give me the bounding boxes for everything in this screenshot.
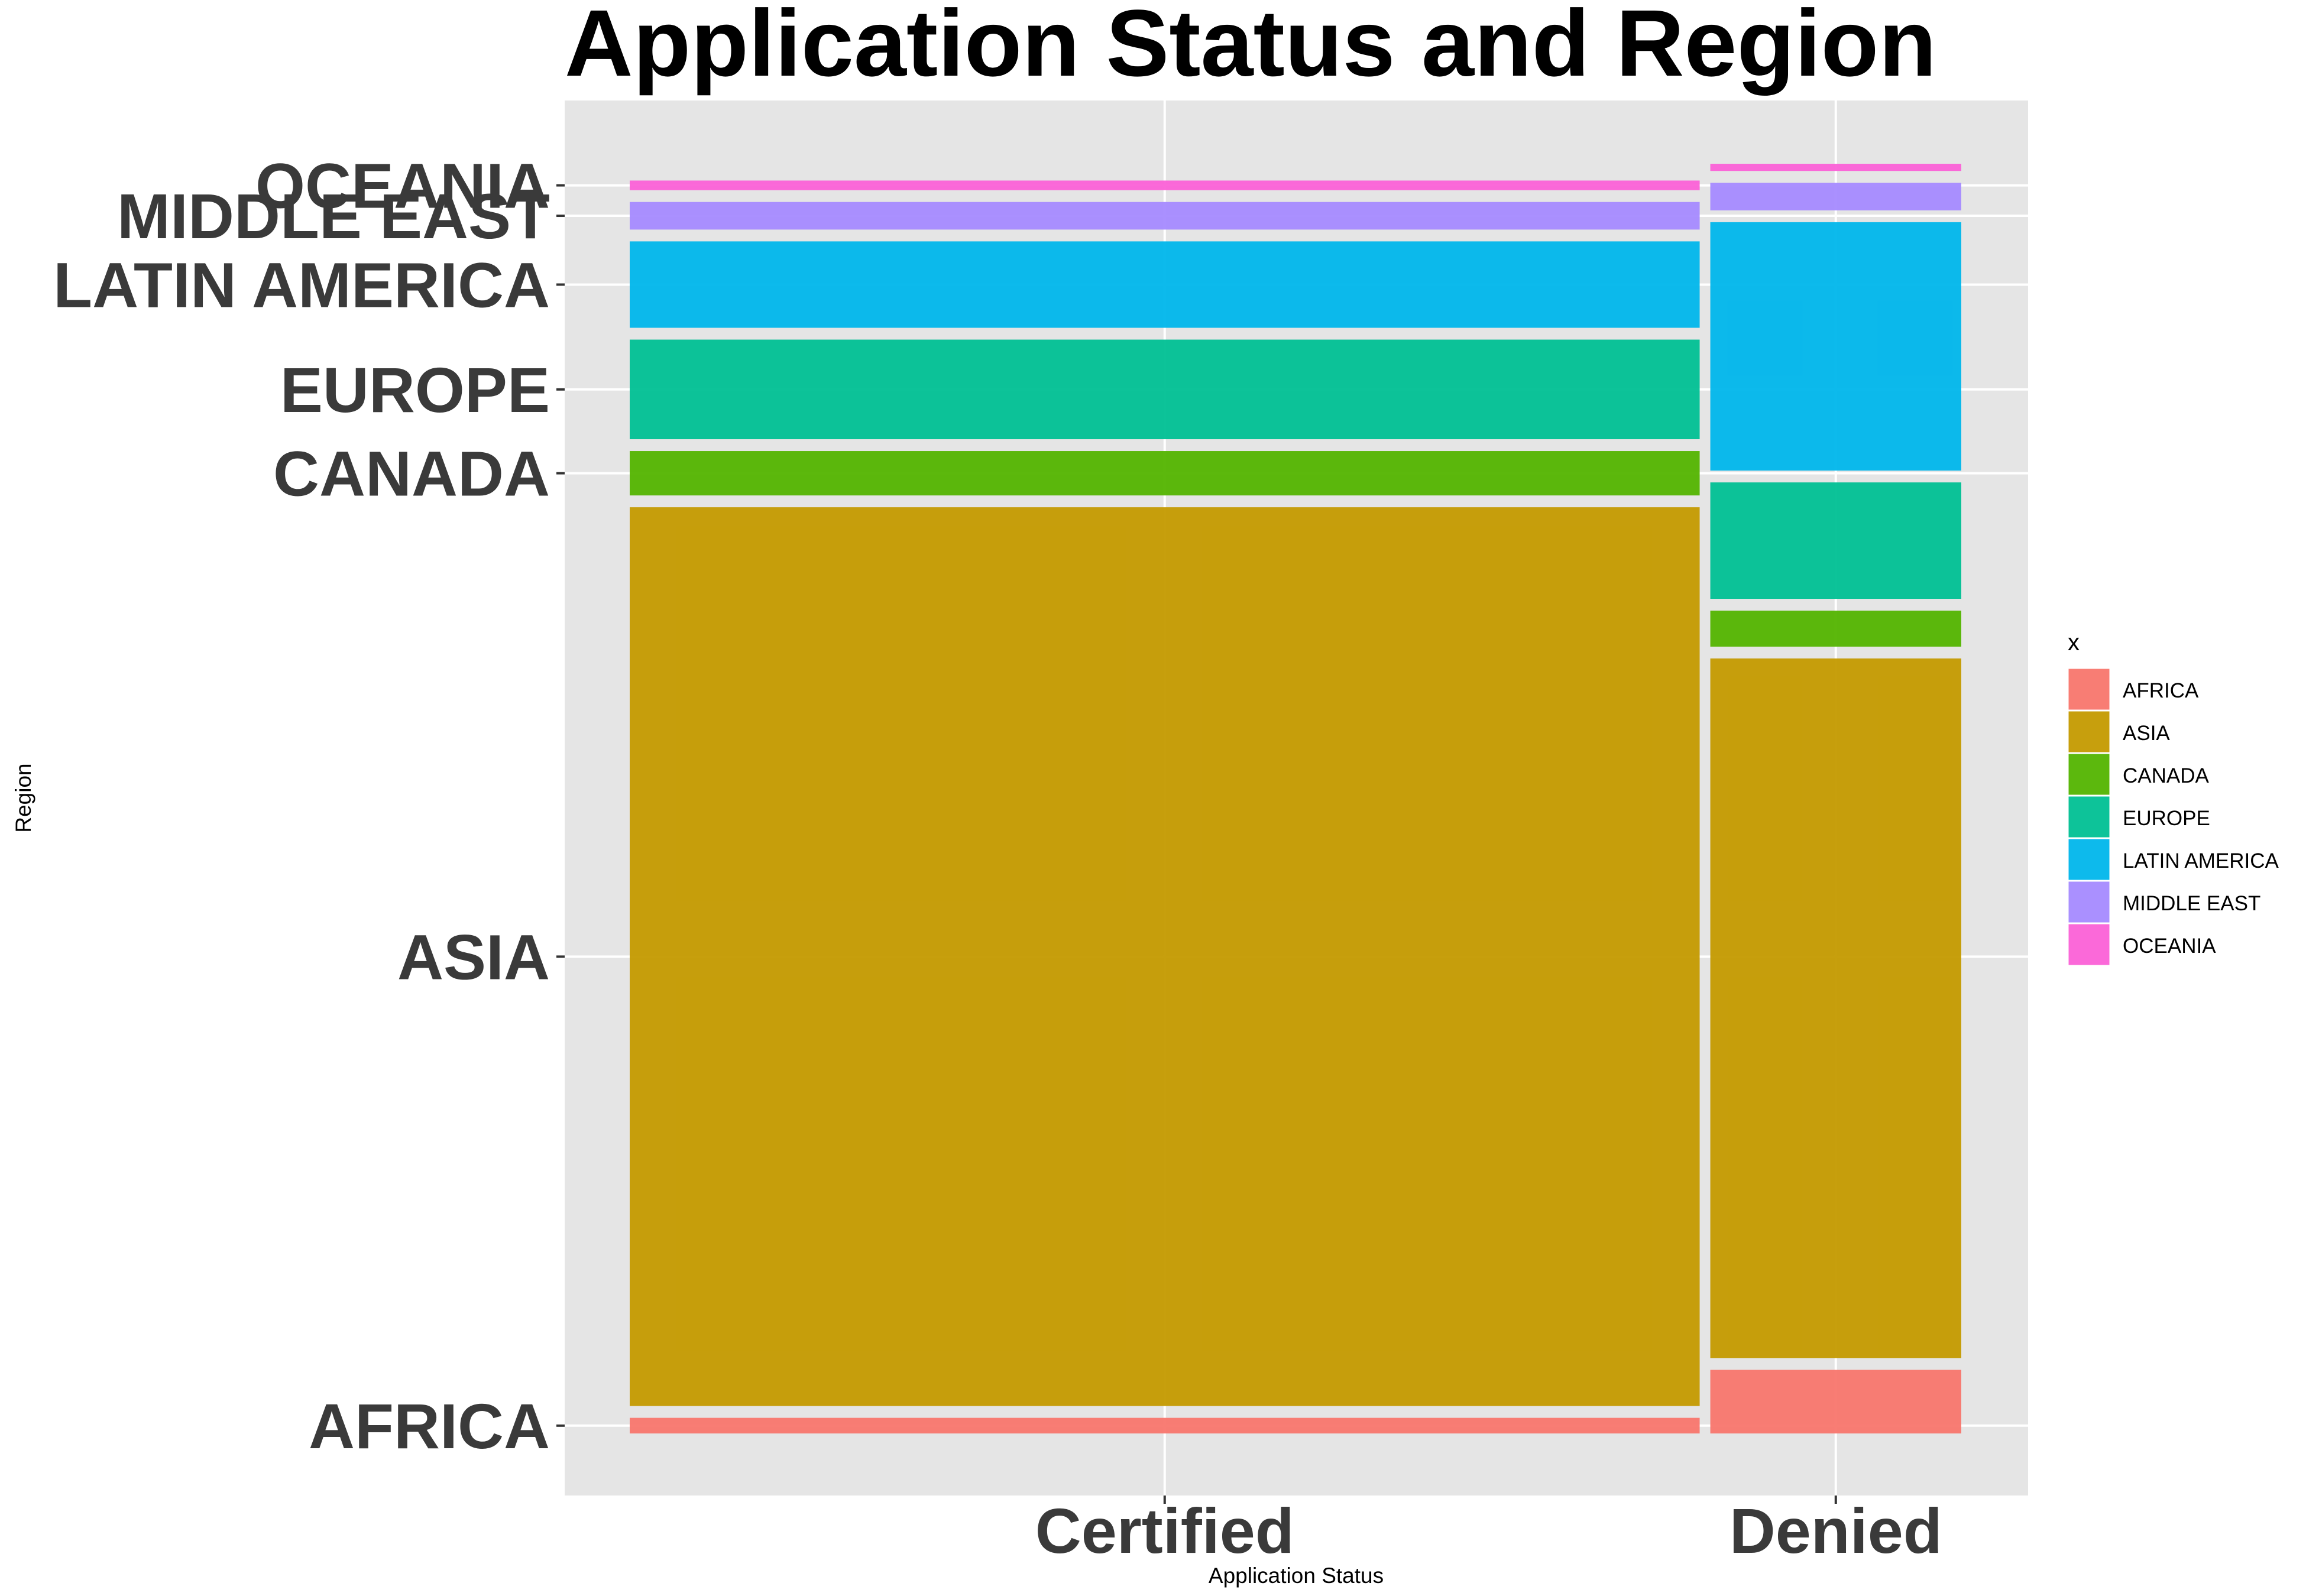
tile-certified-canada bbox=[630, 451, 1700, 496]
tile-denied-asia bbox=[1710, 658, 1961, 1358]
x-axis-title: Application Status bbox=[1209, 1563, 1384, 1588]
tile-certified-oceania bbox=[630, 180, 1700, 190]
tile-certified-europe bbox=[630, 339, 1700, 440]
legend-title: x bbox=[2068, 630, 2080, 656]
tile-denied-middle-east bbox=[1710, 183, 1961, 210]
y-tick-label-latin-america: LATIN AMERICA bbox=[53, 249, 550, 320]
legend-label-canada: CANADA bbox=[2123, 764, 2210, 787]
tile-denied-europe bbox=[1710, 482, 1961, 599]
y-tick-label-africa: AFRICA bbox=[309, 1390, 550, 1462]
x-tick-label-denied: Denied bbox=[1730, 1495, 1942, 1566]
legend-key-oceania bbox=[2067, 922, 2111, 967]
mosaic-tiles bbox=[630, 164, 1961, 1433]
tile-certified-africa bbox=[630, 1417, 1700, 1433]
y-axis: AFRICA ASIA CANADA EUROPE LATIN AMERICAMIDDL… bbox=[53, 150, 565, 1462]
tile-denied-canada bbox=[1710, 611, 1961, 647]
legend-label-middle-east: MIDDLE EAST bbox=[2123, 892, 2260, 915]
tile-denied-latin-america bbox=[1710, 222, 1961, 471]
tile-denied-oceania bbox=[1710, 164, 1961, 171]
y-tick-label-canada: CANADA bbox=[273, 438, 550, 510]
y-tick-label-middle-east: MIDDLE EAST bbox=[117, 180, 550, 252]
legend-key-canada bbox=[2067, 752, 2111, 797]
tile-certified-middle-east bbox=[630, 202, 1700, 230]
legend-label-europe: EUROPE bbox=[2123, 807, 2210, 830]
legend-key-europe bbox=[2067, 794, 2111, 839]
x-axis: Certified Denied bbox=[1035, 1495, 1942, 1566]
x-tick-label-certified: Certified bbox=[1035, 1495, 1294, 1566]
y-tick-label-oceania: OCEANIA bbox=[255, 150, 550, 222]
y-tick-label-asia: ASIA bbox=[397, 921, 550, 992]
chart-title: Application Status and Region bbox=[565, 0, 1936, 96]
y-axis-title: Region bbox=[11, 763, 35, 832]
tile-certified-asia bbox=[630, 507, 1700, 1406]
legend-label-oceania: OCEANIA bbox=[2123, 935, 2216, 958]
legend-key-africa bbox=[2067, 667, 2111, 712]
legend-label-asia: ASIA bbox=[2123, 722, 2170, 745]
legend: x AFRICA ASIA CANADA EUROPE LATIN AMERICA MID… bbox=[2067, 630, 2279, 967]
legend-label-africa: AFRICA bbox=[2123, 679, 2199, 702]
tile-denied-africa bbox=[1710, 1370, 1961, 1433]
tile-certified-latin-america bbox=[630, 241, 1700, 328]
legend-key-latin-america bbox=[2067, 837, 2111, 882]
legend-key-middle-east bbox=[2067, 880, 2111, 924]
legend-label-latin-america: LATIN AMERICA bbox=[2123, 849, 2279, 872]
legend-key-asia bbox=[2067, 709, 2111, 754]
y-tick-label-europe: EUROPE bbox=[280, 354, 550, 426]
